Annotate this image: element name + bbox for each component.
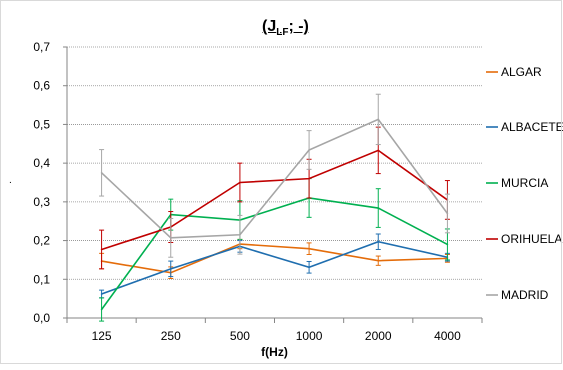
series-line-orihuela	[101, 149, 448, 251]
y-tick-label: 0,2	[33, 234, 50, 248]
data-point	[308, 177, 310, 180]
x-tick-label: 125	[92, 329, 112, 343]
data-point	[169, 268, 172, 270]
y-side-mark: .	[9, 175, 12, 186]
x-axis-label: f(Hz)	[261, 345, 288, 359]
series-line-algar	[101, 243, 448, 274]
y-tick-label: 0,3	[33, 195, 50, 209]
data-point	[377, 259, 380, 262]
y-tick-label: 0,6	[33, 79, 50, 93]
data-point	[377, 207, 380, 209]
data-point	[239, 233, 241, 236]
legend-label: MURCIA	[501, 176, 548, 190]
y-tick-label: 0,1	[33, 272, 50, 286]
data-point	[377, 149, 380, 152]
data-point	[100, 308, 103, 311]
series-line-murcia	[100, 197, 448, 310]
data-point	[446, 243, 449, 246]
x-tick-label: 4000	[434, 329, 461, 343]
data-point	[100, 172, 103, 174]
data-point	[100, 248, 103, 251]
data-point	[308, 149, 310, 151]
x-tick-label: 250	[161, 329, 181, 343]
data-point	[239, 181, 241, 184]
data-point	[446, 212, 449, 215]
y-tick-label: 0,7	[33, 40, 50, 54]
data-point	[377, 240, 380, 243]
legend-label: MADRID	[501, 288, 549, 302]
legend-label: ALBACETE	[501, 120, 563, 134]
data-point	[169, 237, 172, 239]
x-tick-label: 2000	[365, 329, 392, 343]
x-tick-label: 500	[230, 329, 250, 343]
y-tick-label: 0,4	[33, 156, 50, 170]
data-point	[308, 247, 310, 250]
series-line-albacete	[101, 240, 448, 295]
series-line-madrid	[101, 118, 449, 239]
x-tick-label: 1000	[296, 329, 323, 343]
data-point	[377, 118, 380, 121]
legend-label: ORIHUELA	[501, 232, 562, 246]
y-tick-label: 0,5	[33, 117, 50, 131]
y-tick-label: 0,0	[33, 311, 50, 325]
data-point	[308, 266, 310, 269]
legend-label: ALGAR	[501, 65, 542, 79]
data-point	[100, 293, 103, 295]
chart-title: (JLF; -)	[262, 18, 309, 39]
